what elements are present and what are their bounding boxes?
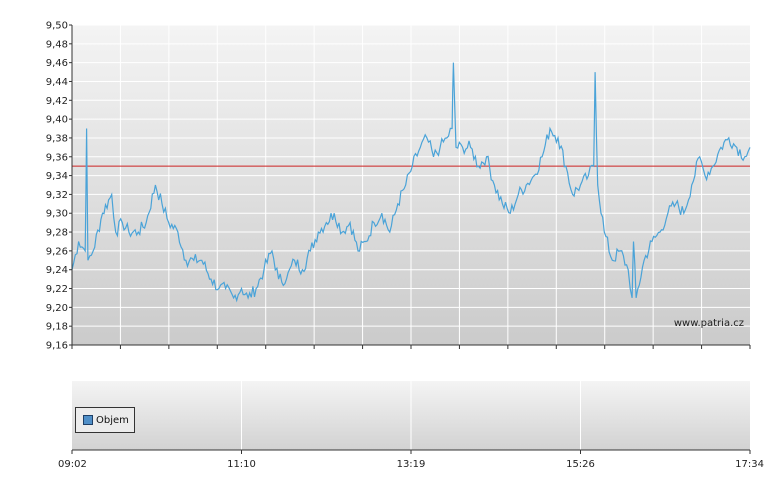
y-tick-label: 9,36 (46, 152, 68, 163)
y-tick-label: 9,44 (46, 77, 68, 88)
y-tick-label: 9,26 (46, 246, 68, 257)
y-tick-label: 9,18 (46, 322, 68, 333)
x-tick-label: 09:02 (58, 459, 87, 470)
y-tick-label: 9,40 (46, 115, 68, 126)
price-panel: 9,16 9,18 9,20 9,22 9,24 9,26 9,28 9,30 9,32 9,34… (46, 21, 751, 352)
legend-label-objem: Objem (96, 414, 129, 426)
y-tick-label: 9,24 (46, 265, 68, 276)
y-tick-label: 9,16 (46, 341, 68, 352)
y-tick-label: 9,50 (46, 21, 68, 32)
y-tick-label: 9,48 (46, 39, 68, 50)
y-tick-label: 9,46 (46, 58, 68, 69)
y-tick-label: 9,28 (46, 228, 68, 239)
y-tick-label: 9,20 (46, 303, 68, 314)
volume-legend: Objem (75, 407, 135, 433)
volume-panel: 09:02 11:10 13:19 15:26 17:34 (58, 381, 764, 470)
y-tick-label: 9,22 (46, 284, 68, 295)
x-tick-label: 15:26 (566, 459, 595, 470)
y-tick-label: 9,42 (46, 96, 68, 107)
watermark-text: www.patria.cz (674, 318, 744, 329)
y-tick-label: 9,30 (46, 209, 68, 220)
x-tick-label: 13:19 (397, 459, 426, 470)
y-tick-label: 9,32 (46, 190, 68, 201)
price-series-line (71, 62, 751, 303)
y-tick-label: 9,34 (46, 171, 68, 182)
x-tick-label: 11:10 (227, 459, 256, 470)
y-tick-label: 9,38 (46, 133, 68, 144)
legend-swatch-objem (83, 415, 93, 425)
x-tick-label: 17:34 (735, 459, 764, 470)
